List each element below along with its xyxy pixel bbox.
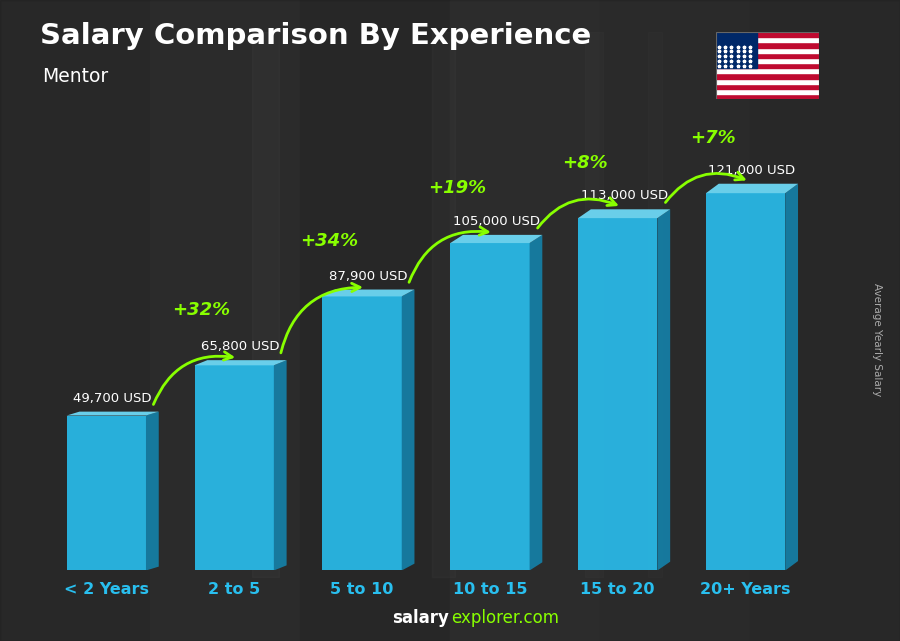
Text: explorer.com: explorer.com bbox=[451, 609, 559, 627]
Text: Mentor: Mentor bbox=[42, 67, 109, 87]
Text: +8%: +8% bbox=[562, 154, 608, 172]
Bar bbox=[716, 58, 819, 63]
Bar bbox=[716, 42, 819, 47]
Polygon shape bbox=[401, 290, 415, 570]
Polygon shape bbox=[322, 290, 415, 296]
Polygon shape bbox=[657, 210, 670, 570]
Bar bbox=[716, 89, 819, 94]
Polygon shape bbox=[706, 193, 785, 570]
Polygon shape bbox=[194, 365, 274, 570]
Polygon shape bbox=[322, 296, 401, 570]
Text: 87,900 USD: 87,900 USD bbox=[329, 270, 408, 283]
Text: 121,000 USD: 121,000 USD bbox=[708, 164, 796, 177]
Polygon shape bbox=[274, 360, 286, 570]
Text: +7%: +7% bbox=[690, 129, 736, 147]
Bar bbox=[716, 63, 819, 69]
Bar bbox=[716, 69, 819, 74]
Polygon shape bbox=[450, 235, 543, 243]
Text: 49,700 USD: 49,700 USD bbox=[74, 392, 152, 404]
Bar bbox=[716, 32, 757, 69]
Text: salary: salary bbox=[392, 609, 449, 627]
Polygon shape bbox=[67, 412, 158, 415]
Text: +19%: +19% bbox=[428, 179, 486, 197]
Text: 105,000 USD: 105,000 USD bbox=[453, 215, 540, 228]
Polygon shape bbox=[578, 210, 670, 218]
Polygon shape bbox=[67, 415, 146, 570]
Bar bbox=[716, 74, 819, 79]
Text: Average Yearly Salary: Average Yearly Salary bbox=[872, 283, 883, 396]
Polygon shape bbox=[194, 360, 286, 365]
Text: Salary Comparison By Experience: Salary Comparison By Experience bbox=[40, 22, 592, 51]
Bar bbox=[716, 94, 819, 99]
Polygon shape bbox=[785, 184, 798, 570]
Polygon shape bbox=[529, 235, 543, 570]
Text: +32%: +32% bbox=[173, 301, 230, 319]
Text: +34%: +34% bbox=[301, 232, 358, 250]
Polygon shape bbox=[706, 184, 798, 193]
Text: 65,800 USD: 65,800 USD bbox=[202, 340, 280, 353]
Bar bbox=[716, 47, 819, 53]
Polygon shape bbox=[578, 218, 657, 570]
Polygon shape bbox=[146, 412, 158, 570]
Bar bbox=[716, 79, 819, 84]
Bar bbox=[716, 32, 819, 37]
Bar bbox=[716, 37, 819, 42]
Bar bbox=[716, 53, 819, 58]
Text: 113,000 USD: 113,000 USD bbox=[580, 189, 668, 203]
Bar bbox=[716, 84, 819, 89]
Polygon shape bbox=[450, 243, 529, 570]
